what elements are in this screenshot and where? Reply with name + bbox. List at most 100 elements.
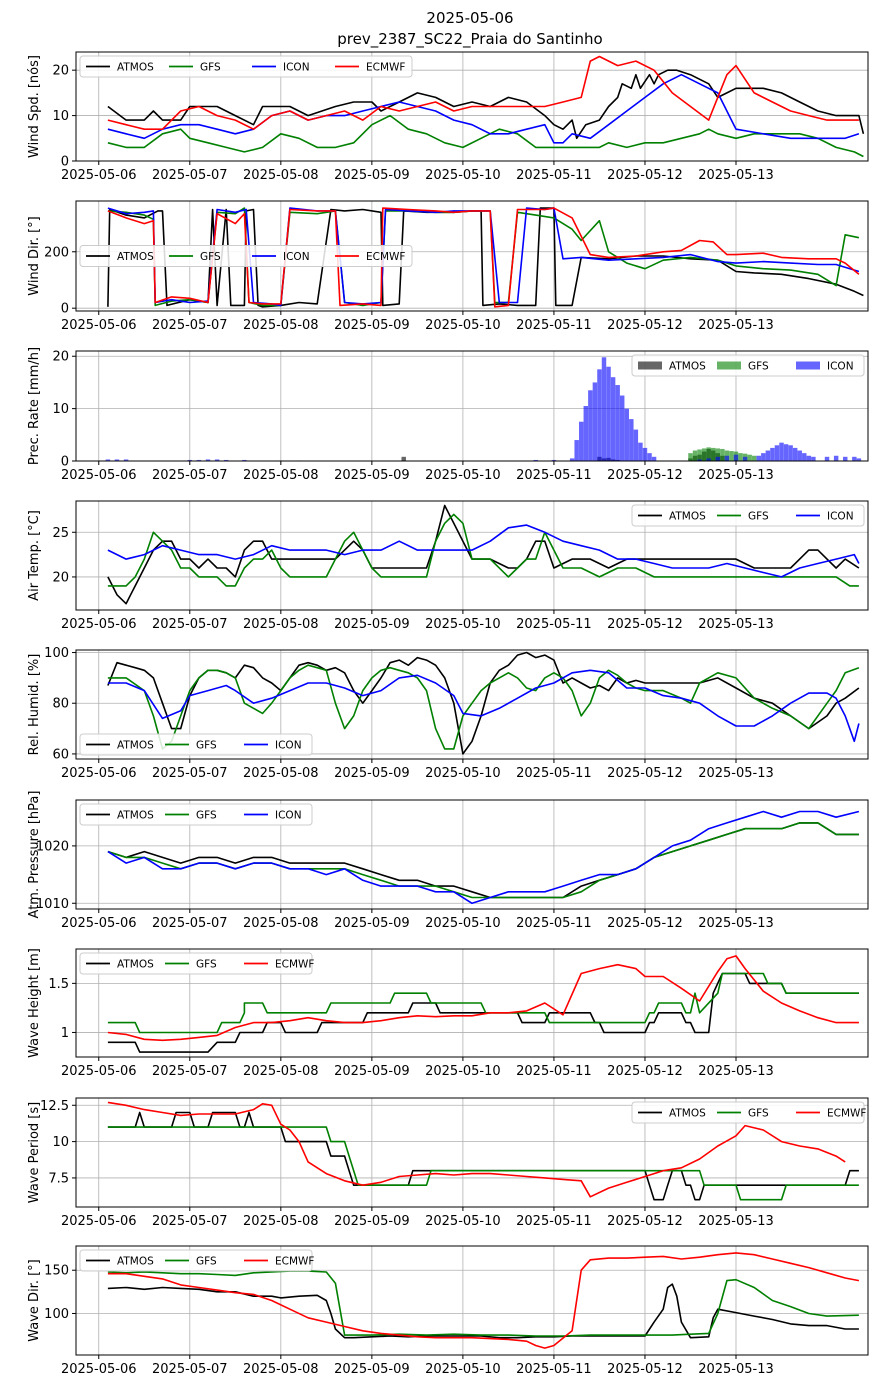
series-line-icon xyxy=(107,810,860,905)
legend-label-atmos: ATMOS xyxy=(669,1108,706,1120)
y-axis-label: Wave Period [s] xyxy=(27,1102,42,1203)
x-tick-label: 2025-05-13 xyxy=(698,468,774,483)
y-tick-label: 60 xyxy=(52,747,69,762)
y-tick-label: 1010 xyxy=(36,897,69,912)
plot-frame xyxy=(75,799,869,910)
x-tick-label: 2025-05-06 xyxy=(61,916,137,931)
x-tick-label: 2025-05-08 xyxy=(243,318,319,333)
x-tick-label: 2025-05-07 xyxy=(152,916,228,931)
bar-icon xyxy=(651,456,657,461)
x-tick-label: 2025-05-12 xyxy=(607,1214,683,1229)
y-tick-label: 1 xyxy=(61,1026,69,1041)
legend-label-ecmwf: ECMWF xyxy=(275,959,314,971)
panels: 2025-05-06 2025-05-07 2025-05-08 2025-05-09… xyxy=(27,51,869,1377)
series-line-atmos xyxy=(107,1283,859,1339)
bar-icon xyxy=(569,458,575,461)
y-tick-label: 20 xyxy=(52,350,69,365)
x-tick-label: 2025-05-10 xyxy=(425,168,501,183)
bar-icon xyxy=(792,447,798,461)
x-tick-label: 2025-05-12 xyxy=(607,1362,683,1377)
panel-5: 2025-05-06 2025-05-07 2025-05-08 2025-05-09… xyxy=(27,646,869,781)
bar-gfs xyxy=(711,447,716,461)
legend: ATMOS GFS ECMWF xyxy=(631,1101,866,1124)
y-tick-label: 0 xyxy=(61,455,69,470)
bar-icon xyxy=(770,447,775,461)
x-tick-label: 2025-05-07 xyxy=(152,318,228,333)
x-tick-label: 2025-05-06 xyxy=(61,1214,137,1229)
series-line-icon xyxy=(107,669,860,743)
series-line-ecmwf xyxy=(107,55,859,130)
legend-box xyxy=(79,1249,313,1272)
legend-label-gfs: GFS xyxy=(748,361,769,373)
legend-label-atmos: ATMOS xyxy=(117,959,154,971)
figure-title-station: prev_2387_SC22_Praia do Santinho xyxy=(337,30,602,49)
bar-icon xyxy=(761,453,766,461)
x-tick-label: 2025-05-06 xyxy=(61,1362,137,1377)
legend: ATMOS GFS ICON ECMWF xyxy=(79,245,413,267)
series-line-gfs xyxy=(107,114,864,158)
x-tick-label: 2025-05-10 xyxy=(425,617,501,632)
panel-4: 2025-05-06 2025-05-07 2025-05-08 2025-05-09… xyxy=(27,500,869,632)
x-tick-label: 2025-05-09 xyxy=(334,1064,410,1079)
bar-icon xyxy=(806,455,812,461)
x-tick-label: 2025-05-13 xyxy=(698,1064,774,1079)
plot-frame xyxy=(75,350,869,462)
legend-box xyxy=(79,55,413,78)
bar-icon xyxy=(765,450,771,461)
panel-9: 2025-05-06 2025-05-07 2025-05-08 2025-05-09… xyxy=(27,1245,869,1377)
y-tick-label: 0 xyxy=(61,155,69,170)
x-tick-label: 2025-05-08 xyxy=(243,1064,319,1079)
x-tick-label: 2025-05-09 xyxy=(334,916,410,931)
x-tick-label: 2025-05-08 xyxy=(243,916,319,931)
x-tick-label: 2025-05-07 xyxy=(152,1064,228,1079)
bar-icon xyxy=(724,455,730,461)
plot-frame xyxy=(75,649,869,760)
y-axis-label: Wave Dir. [°] xyxy=(27,1259,42,1342)
bar-icon xyxy=(615,385,620,461)
x-tick-label: 2025-05-10 xyxy=(425,1064,501,1079)
x-tick-label: 2025-05-10 xyxy=(425,916,501,931)
legend-label-gfs: GFS xyxy=(196,959,217,971)
bar-icon xyxy=(205,459,211,461)
y-tick-label: 80 xyxy=(52,697,69,712)
series-line-ecmwf xyxy=(107,1101,846,1198)
x-tick-label: 2025-05-06 xyxy=(61,766,137,781)
legend-label-gfs: GFS xyxy=(748,1108,769,1120)
y-tick-label: 20 xyxy=(52,570,69,585)
series-line-gfs xyxy=(107,972,859,1034)
bar-icon xyxy=(802,453,807,461)
x-tick-label: 2025-05-08 xyxy=(243,468,319,483)
y-axis-label: Prec. Rate [mm/h] xyxy=(27,347,42,465)
plot-frame xyxy=(75,51,869,162)
x-tick-label: 2025-05-12 xyxy=(607,168,683,183)
x-tick-label: 2025-05-09 xyxy=(334,318,410,333)
legend-box xyxy=(79,803,313,826)
legend: ATMOS GFS ICON xyxy=(79,733,313,756)
x-tick-label: 2025-05-11 xyxy=(516,168,592,183)
legend: ATMOS GFS ICON xyxy=(631,354,865,377)
series-line-icon xyxy=(107,73,860,144)
y-axis-label: Atm. Pressure [hPa] xyxy=(27,791,42,919)
legend-label-gfs: GFS xyxy=(200,62,221,74)
bar-icon xyxy=(583,406,589,461)
bar-gfs xyxy=(729,451,734,461)
legend-box xyxy=(79,952,313,975)
x-tick-label: 2025-05-10 xyxy=(425,1362,501,1377)
y-tick-label: 100 xyxy=(44,1307,69,1322)
y-tick-label: 150 xyxy=(44,1264,69,1279)
bar-icon xyxy=(779,442,784,461)
x-tick-label: 2025-05-13 xyxy=(698,318,774,333)
x-tick-label: 2025-05-10 xyxy=(425,468,501,483)
legend-label-ecmwf: ECMWF xyxy=(275,1256,314,1268)
bar-icon xyxy=(619,395,625,461)
x-tick-label: 2025-05-11 xyxy=(516,1362,592,1377)
bar-icon xyxy=(592,382,598,461)
series-group xyxy=(107,1252,860,1349)
legend-label-atmos: ATMOS xyxy=(669,361,706,373)
series-line-gfs xyxy=(107,1270,859,1337)
bar-icon xyxy=(642,447,648,461)
bar-icon xyxy=(797,450,802,461)
y-tick-label: 200 xyxy=(44,245,69,260)
bar-icon xyxy=(105,459,111,461)
bar-icon xyxy=(624,408,629,461)
